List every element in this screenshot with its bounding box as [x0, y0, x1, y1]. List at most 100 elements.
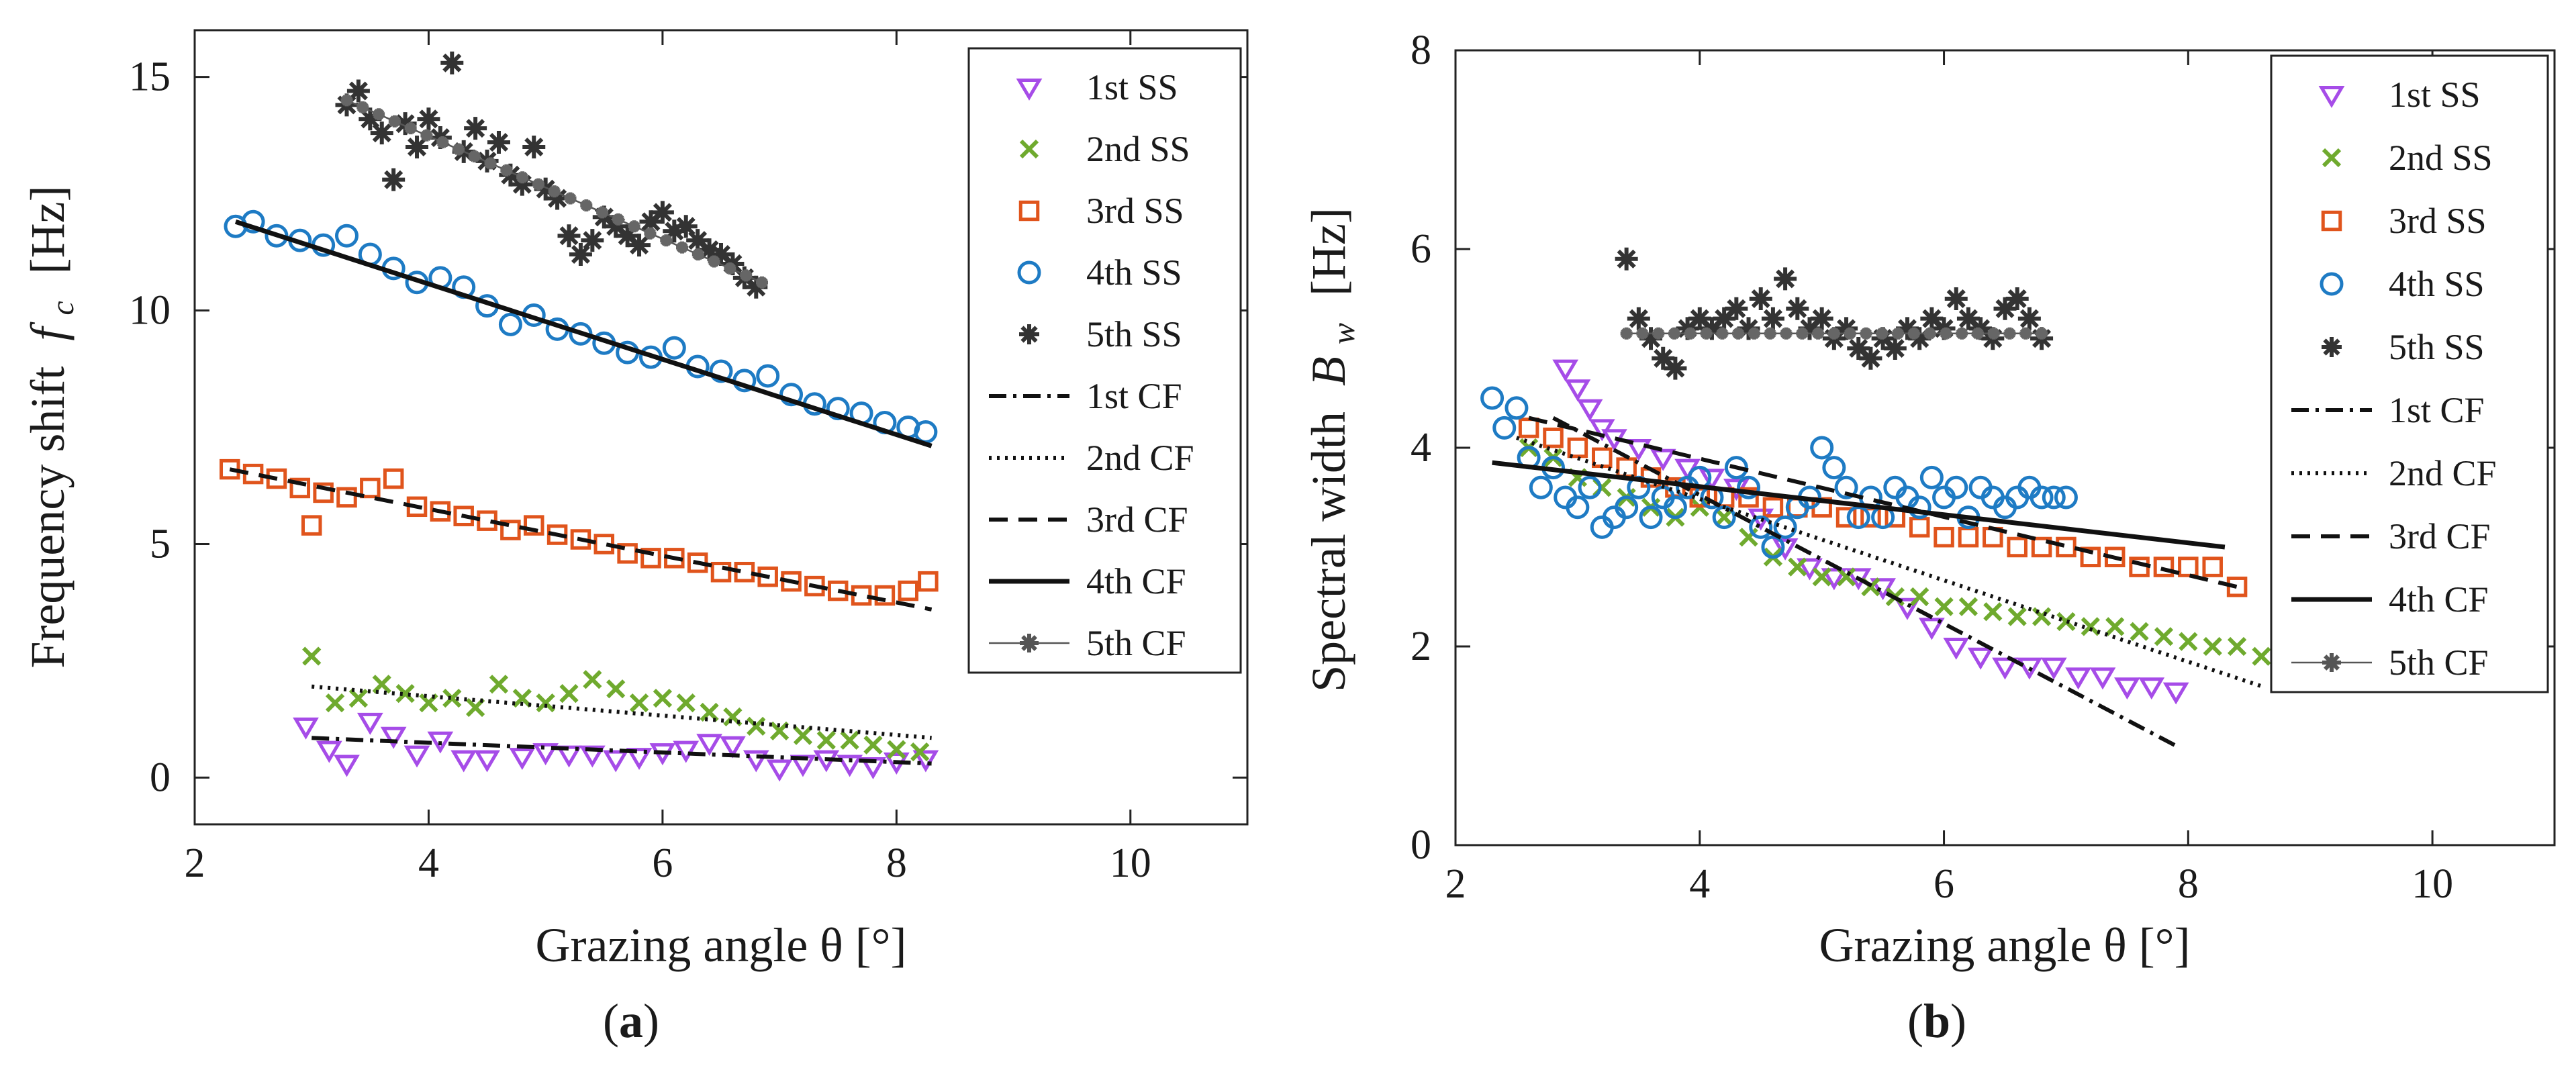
data-point — [1944, 475, 1968, 499]
data-point — [1835, 507, 1857, 528]
data-point — [427, 731, 454, 754]
data-point — [837, 755, 863, 777]
data-point — [334, 224, 359, 248]
data-point — [1934, 526, 1954, 548]
fit-marker — [1668, 327, 1680, 340]
data-point — [887, 740, 906, 759]
data-point — [602, 750, 629, 773]
data-point — [334, 755, 360, 777]
data-point — [745, 275, 768, 299]
legend-label: 2nd CF — [1086, 438, 1194, 478]
x-tick-label: 8 — [2178, 861, 2199, 907]
data-point — [720, 736, 746, 759]
legend-label: 3rd CF — [1086, 499, 1188, 540]
fit-marker — [644, 227, 657, 240]
data-point — [1529, 475, 1553, 499]
data-point — [1480, 386, 1505, 410]
panel-a-ylabel-main: Frequency shift — [21, 367, 75, 669]
data-point — [2089, 667, 2116, 690]
data-point — [1895, 317, 1919, 340]
data-point — [1956, 307, 1980, 330]
data-point — [1836, 567, 1856, 587]
data-point — [663, 220, 686, 243]
y-tick-label: 4 — [1411, 425, 1431, 471]
panel-b-ylabel: Spectral width B w [Hz] — [1302, 207, 1362, 692]
data-point — [348, 688, 369, 708]
panel-a-ylabel-unit: [Hz] — [21, 185, 75, 274]
data-point — [499, 163, 522, 187]
data-point — [2130, 622, 2149, 641]
data-point — [1761, 535, 1785, 559]
legend-marker — [1017, 260, 1041, 285]
fit-marker — [1971, 327, 1984, 340]
data-point — [628, 234, 651, 257]
legend-label: 5th CF — [1086, 623, 1186, 663]
data-point — [534, 177, 557, 201]
data-point — [1786, 297, 1809, 320]
data-point — [710, 561, 732, 583]
data-point — [1920, 307, 1944, 330]
legend-label: 1st SS — [1086, 67, 1178, 107]
legend-marker — [1016, 79, 1043, 101]
data-point — [316, 740, 342, 763]
fit-marker — [1844, 327, 1856, 340]
panel-a-ylabel: Frequency shift f c [Hz] — [21, 185, 81, 669]
fit-marker — [580, 199, 593, 211]
data-point — [1700, 317, 1723, 340]
fit-line-4 — [1492, 460, 2226, 550]
data-point — [1761, 307, 1784, 330]
data-point — [604, 215, 628, 238]
fit-marker — [1620, 327, 1633, 340]
data-point — [747, 716, 766, 736]
legend-marker — [1019, 139, 1039, 159]
fit-marker — [1700, 327, 1713, 340]
data-point — [1567, 437, 1588, 458]
fit-marker — [1684, 327, 1697, 340]
data-point — [1919, 465, 1944, 489]
data-point — [779, 383, 804, 407]
data-point — [417, 107, 440, 131]
fit-marker — [420, 129, 433, 142]
data-point — [1625, 439, 1652, 461]
data-point — [1834, 475, 1858, 499]
fit-marker — [452, 143, 465, 156]
data-point — [1663, 495, 1687, 520]
data-point — [500, 520, 521, 540]
data-point — [403, 745, 430, 768]
fit-marker — [1956, 327, 1968, 340]
data-point — [912, 750, 939, 773]
fit-marker — [1987, 327, 2000, 340]
data-point — [393, 112, 417, 136]
data-point — [1639, 327, 1663, 350]
fit-marker — [691, 248, 704, 261]
data-point — [910, 742, 930, 762]
data-point — [1715, 507, 1734, 527]
fit-marker — [532, 178, 544, 191]
legend-label: 2nd SS — [1086, 129, 1190, 169]
data-point — [626, 748, 653, 771]
data-point — [1724, 456, 1748, 480]
panel-b-legend-items: 1st SS 2nd SS 3rd SS 4th SS 5th SS 1st CF 2nd … — [2291, 75, 2497, 683]
data-point — [696, 734, 722, 757]
data-point — [1810, 436, 1834, 460]
data-point — [1993, 297, 2017, 320]
fit-marker — [1892, 327, 1904, 340]
data-point — [686, 229, 710, 252]
data-point — [918, 571, 939, 592]
data-point — [1943, 638, 1970, 660]
x-tick-label: 10 — [2412, 861, 2453, 907]
legend-label: 3rd CF — [2389, 516, 2491, 556]
data-point — [512, 688, 532, 708]
data-point — [1749, 287, 1772, 310]
data-point — [2081, 617, 2100, 636]
data-point — [1883, 337, 1907, 360]
data-point — [370, 122, 393, 145]
x-tick-label: 10 — [1110, 840, 1151, 886]
data-point — [816, 730, 836, 750]
fit-marker — [564, 192, 577, 205]
legend-label: 1st CF — [2389, 390, 2485, 430]
data-point — [2080, 546, 2101, 568]
fit-marker — [1732, 327, 1745, 340]
fit-marker — [356, 101, 369, 113]
